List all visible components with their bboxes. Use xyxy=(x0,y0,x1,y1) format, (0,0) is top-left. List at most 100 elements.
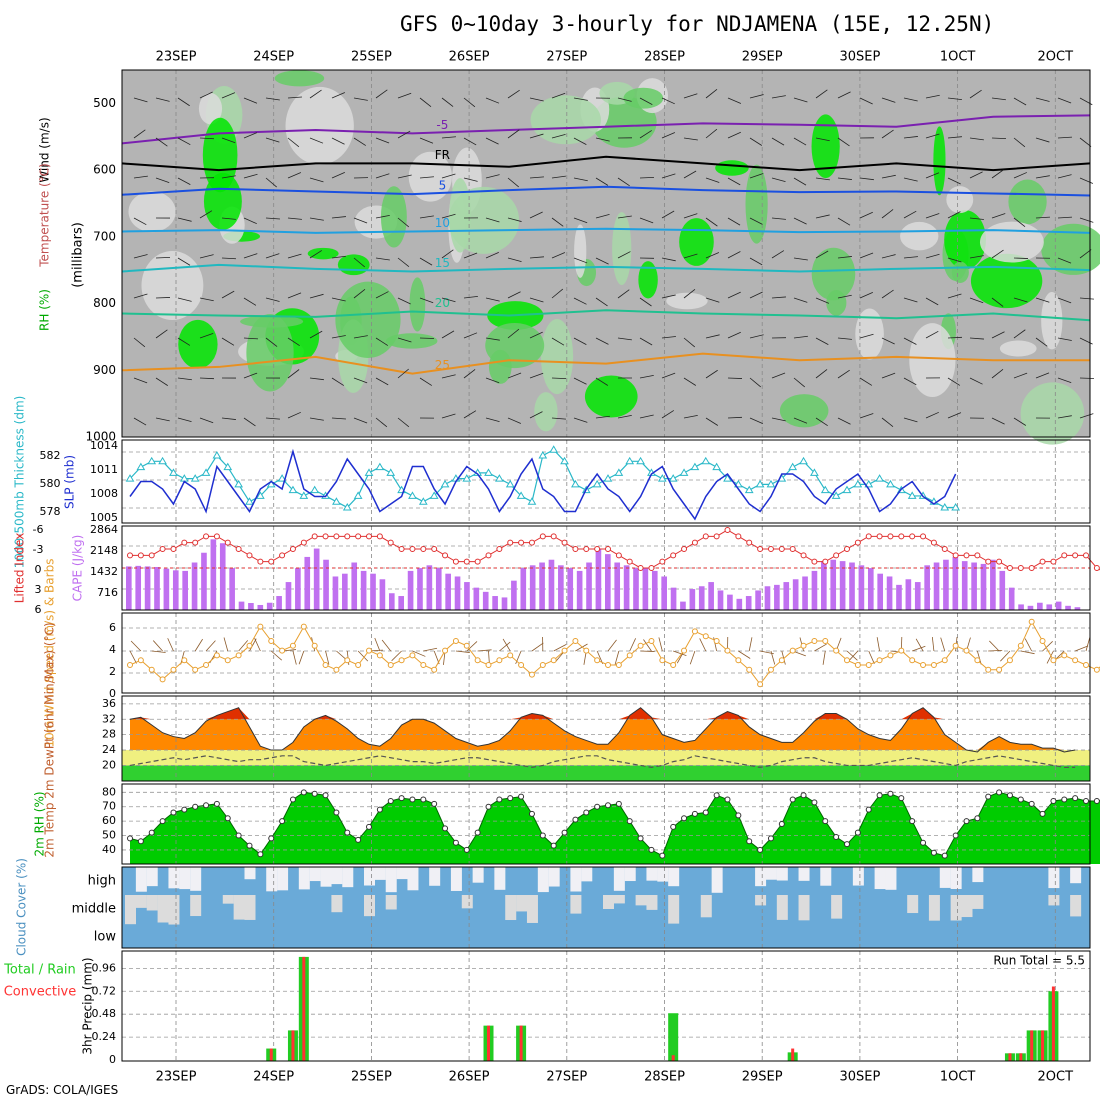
wind-barb xyxy=(991,369,1004,379)
wind-barb xyxy=(155,137,168,147)
cape-bar xyxy=(201,552,207,610)
temp-band-warm xyxy=(122,750,1090,766)
cape-bar xyxy=(266,602,273,610)
rh2m-marker xyxy=(1050,797,1057,804)
wind-barb xyxy=(353,217,368,224)
lifted-index-marker xyxy=(246,552,253,559)
lifted-index-marker xyxy=(659,558,666,565)
cape-bar xyxy=(999,570,1006,610)
wind-speed-marker xyxy=(670,662,677,668)
wind-barb xyxy=(1079,297,1094,300)
wind-barb xyxy=(309,330,323,339)
high-cloud-gap xyxy=(852,867,864,886)
pressure-tick-label: 1000 xyxy=(85,430,116,444)
wind-barb xyxy=(903,136,918,139)
thickness-marker xyxy=(853,479,863,488)
wind-speed-marker xyxy=(876,657,883,664)
wind-speed-marker xyxy=(442,647,449,654)
surface-wind-barb xyxy=(1042,641,1053,652)
surface-wind-barb xyxy=(1046,650,1054,664)
cape-bar xyxy=(727,594,733,610)
cape-bar xyxy=(633,568,639,610)
rh2m-marker xyxy=(594,803,601,810)
cape-bar xyxy=(135,565,142,610)
rh2m-tick-label: 40 xyxy=(102,843,116,856)
cape-bar xyxy=(623,565,630,610)
lifted-index-marker xyxy=(485,552,492,559)
middle-cloud-gap xyxy=(570,895,582,914)
middle-cloud-gap xyxy=(505,895,517,921)
rh-contour-patch xyxy=(246,313,294,392)
rh2m-marker xyxy=(572,816,579,823)
wind-barb xyxy=(265,177,277,188)
surface-wind-barb xyxy=(673,650,687,656)
wind-barb xyxy=(639,414,654,419)
rh-contour-patch xyxy=(811,114,840,179)
rh-contour-patch xyxy=(584,375,638,418)
wind-barb xyxy=(793,97,808,103)
cape-bar xyxy=(661,576,667,610)
wind-barb xyxy=(507,257,522,262)
high-cloud-gap xyxy=(613,867,625,891)
high-cloud-gap xyxy=(939,867,951,888)
wind-barb xyxy=(595,377,609,386)
wind-barb xyxy=(947,412,962,419)
wind-barb xyxy=(683,213,698,219)
middle-cloud-gap xyxy=(1070,895,1082,917)
wind-barb xyxy=(617,289,630,299)
wind-barb xyxy=(529,411,543,419)
wind-barb xyxy=(793,177,807,186)
rh2m-marker xyxy=(507,795,514,802)
lifted-index-marker xyxy=(289,546,296,552)
thickness-marker xyxy=(494,474,504,482)
slp-panel-frame xyxy=(121,439,1091,524)
wind-speed-marker xyxy=(376,652,383,659)
thickness-marker xyxy=(516,491,526,499)
lifted-index-marker xyxy=(605,546,611,552)
wind-barb xyxy=(705,252,720,259)
wind-speed-marker xyxy=(735,657,742,664)
surface-wind-barb xyxy=(607,639,617,652)
wind-speed-marker xyxy=(833,647,840,654)
wind-barb xyxy=(199,210,213,219)
wind-speed-marker xyxy=(594,657,601,664)
rh2m-marker xyxy=(355,836,362,843)
rh2m-marker xyxy=(724,796,731,803)
wind-barb xyxy=(639,337,653,346)
wind-barb xyxy=(397,174,412,179)
rh2m-marker xyxy=(930,849,937,856)
cape-bar xyxy=(651,570,658,610)
top-date-label: 29SEP xyxy=(742,50,783,65)
thickness-marker xyxy=(484,468,493,476)
precip-convective-bar xyxy=(791,1048,795,1061)
thickness-marker xyxy=(375,462,385,471)
surface-wind-barb xyxy=(848,650,859,662)
wind-barb xyxy=(441,413,456,419)
wind-barb xyxy=(771,137,785,146)
rh2m-marker xyxy=(279,818,286,825)
lifted-index-marker xyxy=(637,565,644,571)
wind-barb xyxy=(793,137,807,146)
wind-speed-marker xyxy=(724,647,731,654)
wind-barb xyxy=(683,93,698,99)
wind-barb xyxy=(749,291,763,299)
wind-barb xyxy=(331,335,346,339)
cape-bar xyxy=(182,570,188,610)
wind-barb xyxy=(1013,372,1028,379)
rh2m-marker xyxy=(203,802,210,809)
wind-barb xyxy=(683,253,698,259)
wind-speed-marker xyxy=(333,666,340,673)
slp-line xyxy=(129,448,957,521)
wind-barb xyxy=(133,377,148,384)
thickness-marker xyxy=(277,474,287,482)
high-cloud-gap xyxy=(385,867,397,893)
wind-speed-marker xyxy=(1093,666,1100,673)
wind-barb xyxy=(881,372,896,379)
wind-barb xyxy=(595,297,608,307)
cape-bar xyxy=(576,570,583,610)
wind-barb xyxy=(507,417,522,424)
wind-speed-marker xyxy=(398,657,405,664)
precip-convective-bar xyxy=(291,1030,295,1061)
wind-speed-marker xyxy=(844,657,850,664)
wind-barb xyxy=(507,328,520,339)
